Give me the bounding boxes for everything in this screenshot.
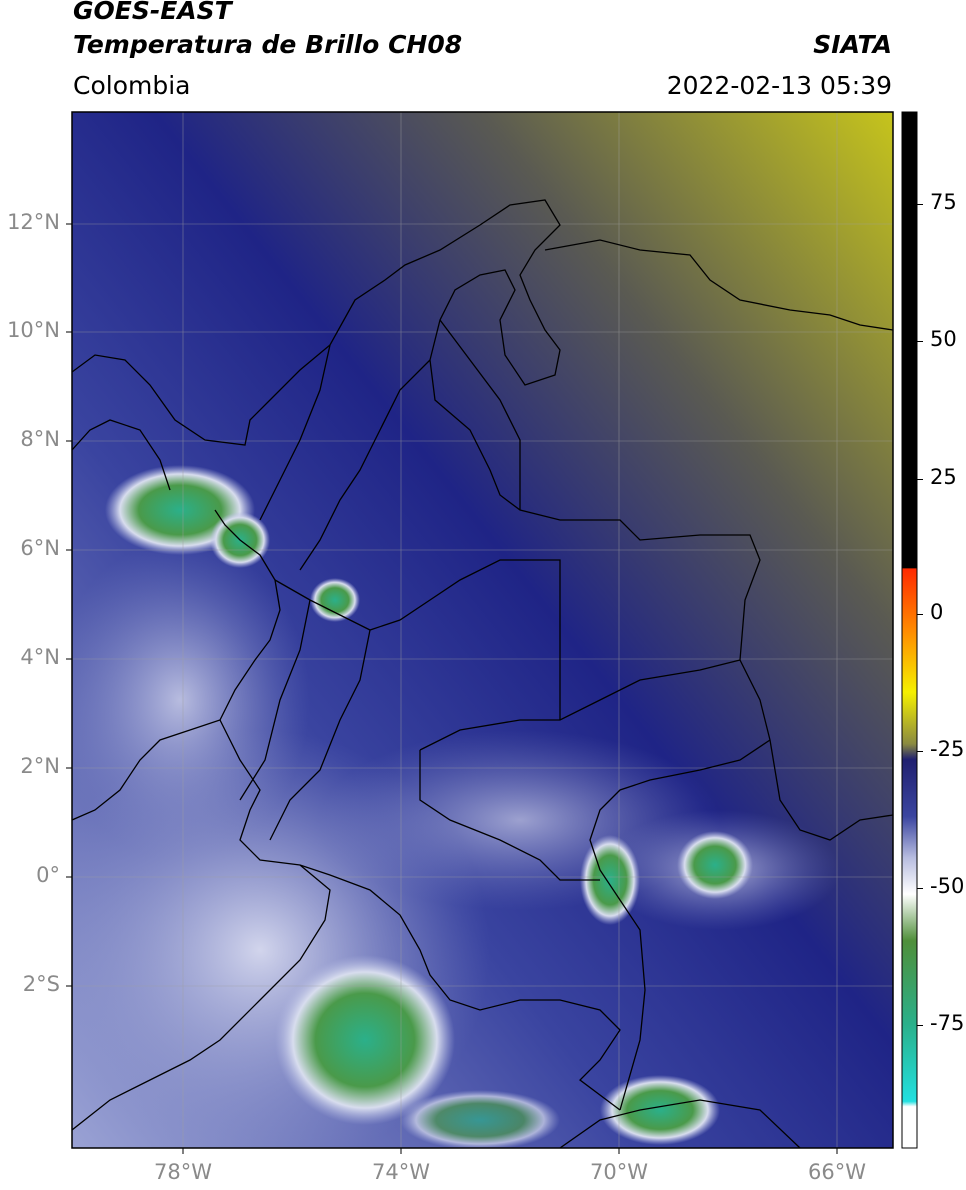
colorbar-tick-mark: [917, 479, 923, 480]
colorbar-tick-mark: [917, 204, 923, 205]
lat-label-12n: 12°N: [7, 210, 60, 234]
satellite-image: [72, 112, 893, 1148]
cold-cloud-south: [275, 955, 455, 1125]
lat-label-10n: 10°N: [7, 318, 60, 342]
colorbar-tick-minus75: -75: [930, 1011, 965, 1035]
lat-label-6n: 6°N: [20, 536, 60, 560]
colorbar-tick-0: 0: [930, 600, 944, 624]
borders: [72, 199, 893, 1148]
colorbar-tick-minus25: -25: [930, 737, 965, 761]
brand-label: SIATA: [813, 30, 892, 59]
lon-label-66w: 66°W: [808, 1160, 866, 1184]
title-product: Temperatura de Brillo CH08: [73, 30, 463, 59]
colorbar: [901, 111, 918, 1149]
colorbar-tick-mark: [917, 614, 923, 615]
title-satellite: GOES-EAST: [73, 0, 232, 25]
lat-label-2s: 2°S: [22, 972, 60, 996]
timestamp: 2022-02-13 05:39: [666, 71, 892, 100]
colorbar-tick-mark: [917, 1025, 923, 1026]
colorbar-tick-mark: [917, 888, 923, 889]
region-label: Colombia: [73, 71, 191, 100]
colorbar-tick-minus50: -50: [930, 874, 965, 898]
lat-label-4n: 4°N: [20, 645, 60, 669]
lon-label-78w: 78°W: [154, 1160, 212, 1184]
lat-label-0: 0°: [36, 863, 60, 887]
colorbar-tick-mark: [917, 751, 923, 752]
map-frame: [66, 111, 894, 1154]
lon-label-74w: 74°W: [372, 1160, 430, 1184]
colorbar-tick-25: 25: [930, 465, 957, 489]
lon-label-70w: 70°W: [590, 1160, 648, 1184]
lat-label-2n: 2°N: [20, 754, 60, 778]
colorbar-tick-mark: [917, 341, 923, 342]
lat-label-8n: 8°N: [20, 427, 60, 451]
colorbar-tick-75: 75: [930, 190, 957, 214]
colorbar-tick-50: 50: [930, 327, 957, 351]
